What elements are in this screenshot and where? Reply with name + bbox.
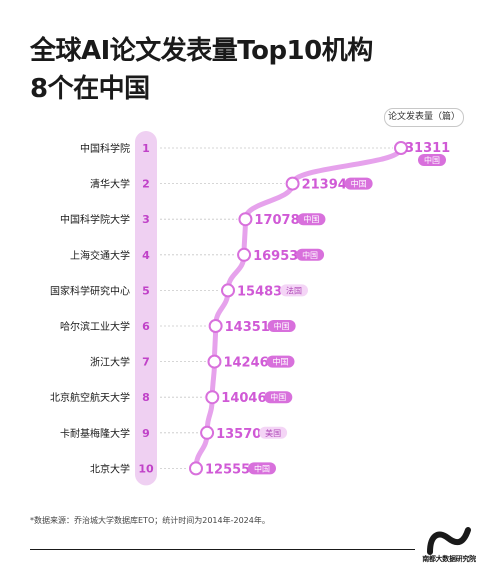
country-label: 中国: [270, 392, 286, 402]
country-label: 中国: [351, 179, 367, 189]
country-badge: [248, 462, 276, 475]
data-label: 21394: [302, 178, 347, 193]
country-badge: [344, 177, 373, 190]
country-badge: [280, 284, 309, 297]
data-label: 31311: [405, 141, 450, 156]
footnote: *数据来源：乔治城大学数据库ETO；统计时间为2014年-2024年。: [30, 516, 270, 525]
country-badge: [297, 213, 326, 226]
data-point: [200, 425, 215, 440]
rank-number: 6: [142, 320, 150, 333]
country-badge: [267, 320, 296, 332]
country-label: 中国: [424, 155, 440, 165]
country-label: 美国: [265, 428, 281, 438]
data-label: 13570: [216, 427, 261, 442]
footer-divider: [30, 549, 415, 550]
data-point: [285, 176, 300, 191]
rank-number: 2: [142, 178, 150, 191]
data-label: 17078: [254, 213, 299, 228]
data-point: [208, 319, 223, 333]
category-label: 中国科学院大学: [60, 213, 130, 226]
rank-number: 5: [142, 284, 150, 297]
category-label: 中国科学院: [80, 142, 130, 155]
country-label: 中国: [254, 463, 270, 473]
country-label: 中国: [303, 214, 319, 224]
page-title: 全球AI论文发表量Top10机构 8个在中国: [30, 36, 373, 104]
category-label: 国家科学研究中心: [50, 284, 130, 297]
data-point: [189, 461, 203, 476]
country-badge: [264, 391, 293, 404]
ranking-chart: 中国科学院 1 清华大学 2 中国科学院大学 3 上海交通大学 4 国家科学研究中心 5 哈尔滨工业…: [50, 131, 450, 486]
data-point: [205, 390, 220, 405]
category-label: 哈尔滨工业大学: [60, 320, 130, 333]
country-badge: [418, 154, 446, 166]
unit-label: 论文发表量（篇）: [384, 108, 464, 127]
brand-name: 南都大数据研究院: [422, 555, 476, 563]
data-point: [207, 354, 222, 369]
category-label: 卡耐基梅隆大学: [60, 427, 130, 440]
country-label: 中国: [302, 250, 318, 260]
category-label: 浙江大学: [90, 356, 130, 369]
data-label: 14351: [225, 320, 270, 335]
data-point: [237, 247, 252, 262]
data-point: [238, 212, 253, 227]
data-label: 14246: [223, 356, 268, 371]
country-label: 法国: [286, 285, 302, 295]
data-point: [221, 283, 236, 298]
data-point: [394, 141, 408, 155]
rank-number: 4: [142, 249, 150, 262]
country-label: 中国: [272, 357, 288, 367]
rank-number: 7: [142, 356, 150, 369]
country-badge: [296, 248, 325, 261]
category-label: 北京航空航天大学: [50, 391, 130, 404]
rank-number: 9: [142, 427, 150, 440]
data-label: 14046: [221, 391, 266, 406]
country-badge: [266, 355, 295, 368]
category-label: 上海交通大学: [70, 249, 130, 262]
series-line: [193, 145, 404, 471]
rank-number: 8: [142, 391, 150, 404]
rank-column: [135, 131, 157, 486]
country-badge: [259, 426, 288, 439]
data-label: 16953: [253, 249, 298, 264]
rank-number: 10: [138, 462, 154, 475]
country-label: 中国: [274, 321, 290, 331]
data-label: 12555: [205, 462, 250, 477]
data-label: 15483: [237, 284, 282, 299]
category-label: 清华大学: [90, 178, 130, 191]
brand-logo: 南都大数据研究院: [414, 524, 484, 566]
brand-wave-icon: [427, 527, 471, 555]
rank-number: 3: [142, 213, 150, 226]
category-label: 北京大学: [90, 462, 130, 475]
rank-number: 1: [142, 142, 150, 155]
